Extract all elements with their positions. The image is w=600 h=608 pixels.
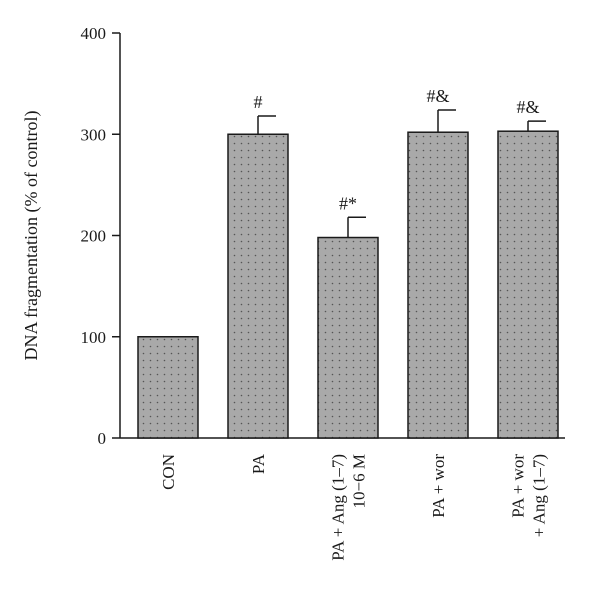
significance-label: #& bbox=[426, 86, 449, 106]
category-label: CON bbox=[159, 454, 178, 490]
category-label: 10−6 M bbox=[350, 454, 369, 508]
y-tick-label: 400 bbox=[81, 24, 107, 43]
bar bbox=[407, 131, 469, 439]
y-tick-label: 100 bbox=[81, 328, 107, 347]
bars bbox=[137, 109, 559, 439]
category-label: PA + Ang (1–7) bbox=[329, 454, 348, 561]
category-label: + Ang (1–7) bbox=[530, 454, 549, 537]
bar bbox=[227, 133, 289, 439]
y-axis: 0 100 200 300 400 bbox=[81, 24, 121, 448]
bar bbox=[137, 336, 199, 439]
y-tick-label: 0 bbox=[98, 429, 107, 448]
significance-label: # bbox=[254, 92, 263, 112]
y-tick-label: 200 bbox=[81, 227, 107, 246]
y-tick-label: 300 bbox=[81, 125, 107, 144]
bar bbox=[497, 130, 559, 439]
annotations: # #* #& #& bbox=[254, 86, 540, 213]
category-label: PA + wor bbox=[429, 454, 448, 518]
bar bbox=[317, 236, 379, 439]
category-label: PA bbox=[249, 453, 268, 474]
significance-label: #& bbox=[516, 97, 539, 117]
y-axis-label: DNA fragmentation (% of control) bbox=[21, 111, 42, 361]
significance-label: #* bbox=[339, 193, 357, 213]
category-label: PA + wor bbox=[509, 454, 528, 518]
category-labels: CON PA PA + Ang (1–7) 10−6 M PA + wor PA + wo… bbox=[159, 453, 549, 560]
